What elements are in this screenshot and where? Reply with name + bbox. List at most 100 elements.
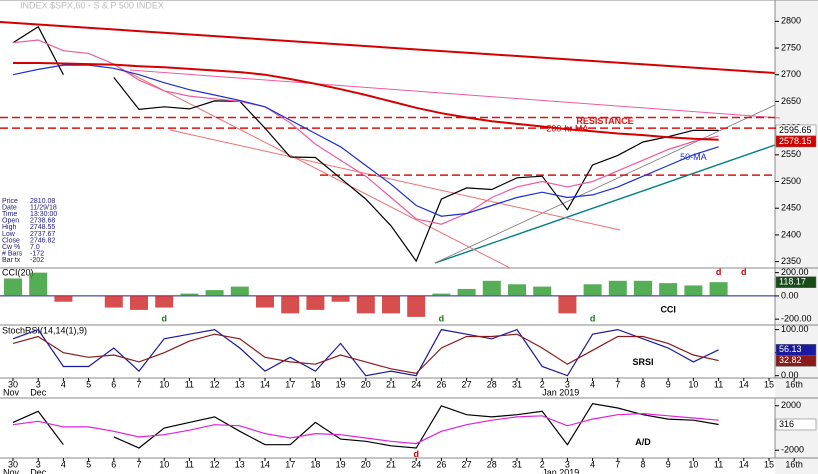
x-tick-label: 24 [411,459,421,469]
x-tick-label: 7 [136,379,141,389]
value-box [775,135,817,148]
info-value: 2746.82 [30,237,55,244]
info-value: -172 [30,251,44,258]
x-tick-label: 31 [512,379,522,389]
bar [331,295,350,302]
panel-title: CCI(20) [2,267,34,277]
x-tick-label: 2 [540,379,545,389]
x-tick-label: 11 [714,459,723,469]
x-tick-label: 15 [764,379,774,389]
level-label: RESISTANCE [576,116,633,126]
bar [155,295,174,308]
month-label: Dec [30,387,47,397]
x-tick-label: 5 [86,379,91,389]
bar [583,284,602,296]
annotation: d [413,449,419,459]
y-tick-label: 2400 [781,229,801,239]
bar [205,290,224,296]
x-tick-label: 16th [785,379,803,389]
x-tick-label: 3 [565,379,570,389]
x-tick-label: 4 [590,379,595,389]
value-label: 316 [779,419,794,429]
series-label: A/D [635,437,651,447]
bar [104,295,123,308]
series-label: 200-hr MA [546,124,588,134]
value-label: 118.17 [779,277,806,287]
y-tick-label: 0.00 [781,370,799,380]
x-tick-label: 16th [785,459,803,469]
month-label: Jan 2019 [542,387,579,397]
annotation: d [590,314,596,324]
value-label: 2578.15 [779,136,812,146]
x-tick-label: 4 [61,379,66,389]
bar [306,295,325,310]
y-tick-label: 2000 [781,400,801,410]
x-tick-label: 8 [640,459,645,469]
series-label: SRSI [632,357,653,367]
bar [130,295,148,310]
x-tick-label: 9 [666,379,671,389]
x-tick-label: 27 [462,379,472,389]
x-tick-label: 19 [336,459,346,469]
x-tick-label: 4 [590,459,595,469]
value-box [775,276,817,288]
trend-line [129,69,781,119]
x-tick-label: 30 [8,379,18,389]
series-line [12,412,719,445]
x-tick-label: 18 [310,379,320,389]
y-tick-label: 2450 [781,203,801,213]
value-box [775,418,817,431]
info-value: 2738.68 [30,218,55,225]
panel-title: StochRSI(14,14(1),9) [2,325,87,335]
month-label: Jan 2019 [542,467,579,474]
info-value: 2748.55 [30,224,55,231]
y-tick-label: 2650 [781,96,801,106]
x-tick-label: 24 [411,379,421,389]
bar [533,286,552,296]
x-tick-label: 27 [462,459,472,469]
value-box [775,355,817,367]
info-label: # Bars [2,251,23,258]
x-tick-label: 12 [210,379,220,389]
x-tick-label: 7 [615,459,620,469]
x-tick-label: 26 [436,379,446,389]
x-tick-label: 7 [136,459,141,469]
trend-line [0,21,776,74]
x-tick-label: 14 [260,379,270,389]
info-value: 2810.08 [30,198,55,205]
y-tick-label: -2000 [781,445,804,455]
bar [684,285,703,296]
info-value: 7.0 [30,244,40,251]
bar [508,284,526,296]
x-tick-label: 2 [540,459,545,469]
info-value: 2737.67 [30,231,55,238]
x-tick-label: 10 [688,459,698,469]
x-tick-label: 10 [159,379,169,389]
x-tick-label: 3 [565,459,570,469]
x-tick-label: 17 [285,459,295,469]
axis-strip [775,0,818,474]
bar [634,280,652,296]
x-tick-label: 5 [86,459,91,469]
x-tick-label: 31 [512,459,522,469]
value-label: 2595.65 [779,125,812,135]
x-tick-label: 9 [666,459,671,469]
annotation: d [716,267,722,277]
x-tick-label: 20 [361,379,371,389]
series-label: 50-MA [680,152,707,162]
value-label: 32.82 [779,355,802,365]
y-tick-label: 200.00 [781,267,809,277]
bar [709,282,728,296]
y-tick-label: 2350 [781,256,801,266]
y-tick-label: -200.00 [781,314,812,324]
x-tick-label: 19 [336,379,346,389]
trend-line [434,104,776,264]
x-tick-label: 7 [615,379,620,389]
trend-line [169,129,621,231]
trend-line [119,67,511,269]
annotation: d [439,314,445,324]
month-label: Dec [30,467,47,474]
x-tick-label: 26 [436,459,446,469]
y-tick-label: 2550 [781,149,801,159]
